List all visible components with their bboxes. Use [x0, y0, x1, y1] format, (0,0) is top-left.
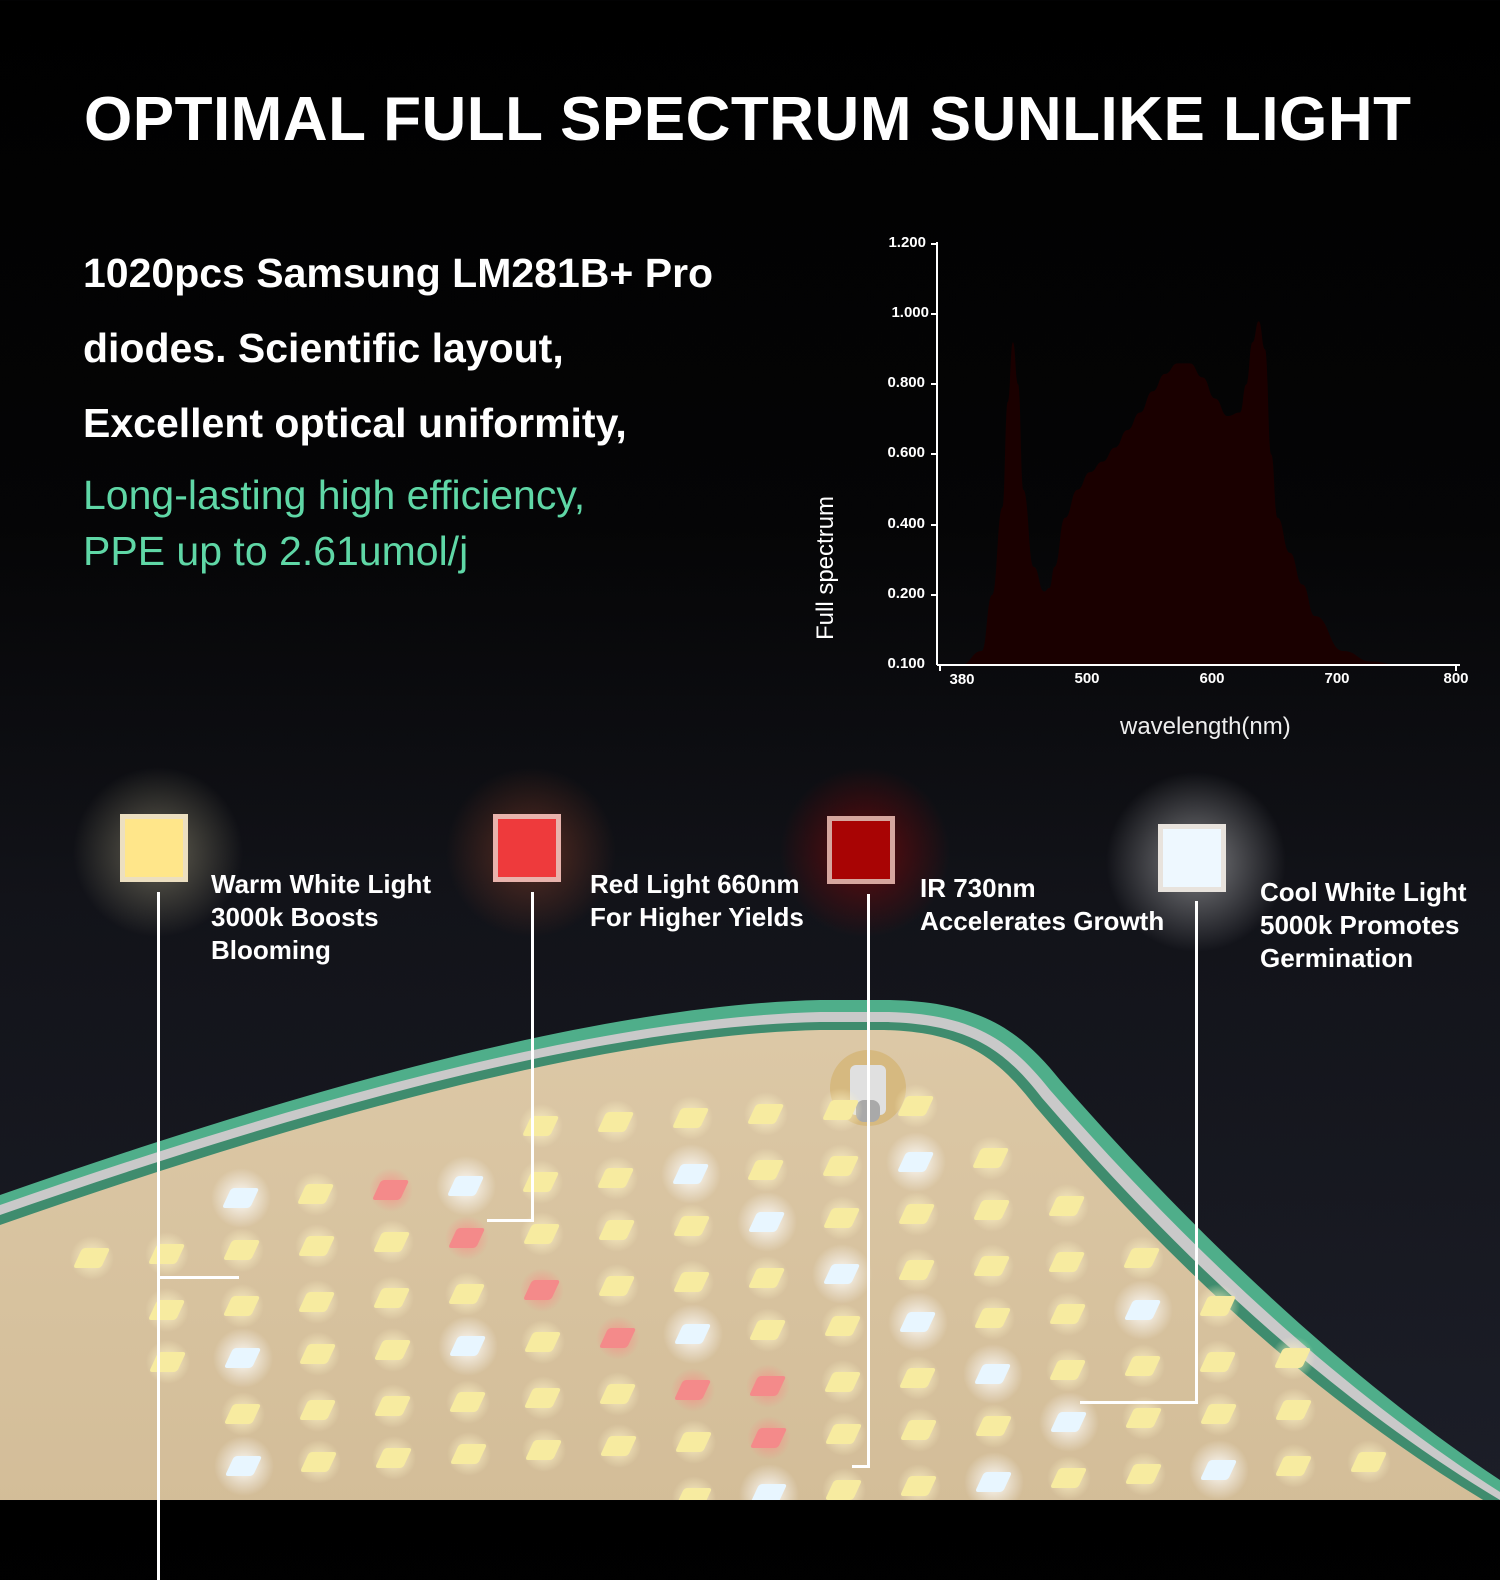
y-axis-label: Full spectrum — [812, 495, 839, 640]
x-tick: 800 — [1443, 670, 1469, 687]
description-block: 1020pcs Samsung LM281B+ Pro diodes. Scie… — [83, 236, 803, 579]
y-tick: 1.000 — [891, 304, 929, 321]
x-tick: 700 — [1324, 670, 1350, 687]
spectrum-chart: 1.200 1.000 0.800 0.600 0.400 0.200 0.10… — [812, 220, 1500, 760]
cool-white-leader-elbow — [1080, 1401, 1198, 1404]
efficiency-highlight: Long-lasting high efficiency, — [83, 472, 586, 518]
spectrum-area — [960, 321, 1428, 665]
description-line: Excellent optical uniformity, — [83, 400, 627, 446]
x-tick: 500 — [1074, 670, 1100, 687]
ir-730-chip-icon — [827, 816, 895, 884]
warm-white-chip-icon — [120, 814, 188, 882]
x-axis-label: wavelength(nm) — [1120, 713, 1291, 740]
ir-730-label: IR 730nm Accelerates Growth — [920, 873, 1165, 936]
y-tick: 0.800 — [887, 374, 925, 391]
y-tick: 0.400 — [887, 515, 925, 532]
x-tick: 380 — [949, 671, 975, 688]
ppe-highlight: PPE up to 2.61umol/j — [83, 528, 469, 574]
x-tick: 600 — [1199, 670, 1225, 687]
red-660-leader-elbow — [487, 1219, 534, 1222]
description-line: 1020pcs Samsung LM281B+ Pro — [83, 250, 714, 296]
cool-white-label: Cool White Light 5000k Promotes Germinat… — [1260, 877, 1467, 973]
ir-730-leader-line — [867, 894, 870, 1468]
warm-white-label: Warm White Light 3000k Boosts Blooming — [211, 869, 432, 965]
y-tick: 0.600 — [887, 444, 925, 461]
description-line: diodes. Scientific layout, — [83, 325, 564, 371]
warm-white-leader-line — [157, 892, 160, 1580]
y-tick: 0.200 — [887, 585, 925, 602]
red-660-chip-icon — [493, 814, 561, 882]
cool-white-chip-icon — [1158, 824, 1226, 892]
red-660-leader-line — [531, 892, 534, 1222]
ir-730-leader-elbow — [852, 1465, 870, 1468]
page-title: OPTIMAL FULL SPECTRUM SUNLIKE LIGHT — [84, 85, 1412, 154]
y-tick: 0.100 — [887, 655, 925, 672]
warm-white-leader-elbow — [157, 1276, 239, 1279]
y-tick: 1.200 — [888, 234, 926, 251]
cool-white-leader-line — [1195, 901, 1198, 1404]
red-660-label: Red Light 660nm For Higher Yields — [590, 869, 804, 932]
